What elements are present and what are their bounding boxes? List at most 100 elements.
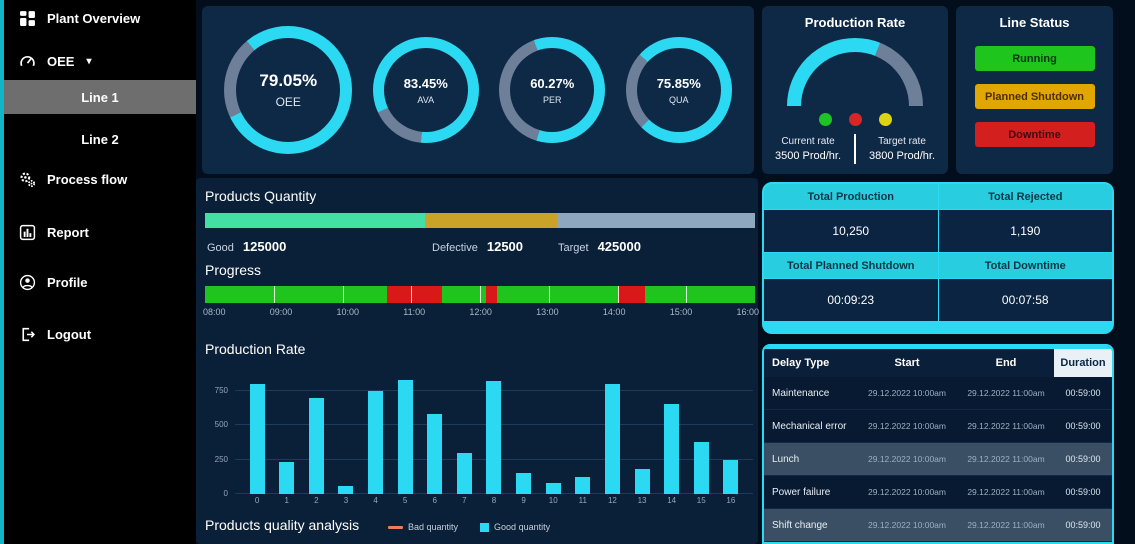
sidebar-item-label: Plant Overview [47, 10, 141, 26]
y-axis-label: 750 [214, 385, 228, 395]
rate-values: Current rate 3500 Prod/hr. Target rate 3… [762, 134, 948, 164]
target-rate: Target rate 3800 Prod/hr. [856, 136, 948, 162]
sidebar-item-line-2[interactable]: Line 2 [4, 122, 196, 156]
kpi-gauges-panel: 79.05% OEE 83.45% AVA 60.27% PER 75.85% … [202, 6, 754, 174]
stat-label: Defective [432, 242, 478, 254]
gauge-label: PER [542, 94, 562, 105]
total-rejected-value: 1,190 [938, 210, 1112, 252]
progress-segment-2 [441, 286, 486, 303]
red-light [848, 113, 862, 126]
delay-start-cell: 29.12.2022 10:00am [868, 454, 946, 464]
sidebar-item-line-1[interactable]: Line 1 [4, 80, 196, 114]
stat-label: Good [207, 242, 234, 254]
progress-timeline-bar [205, 286, 755, 303]
totals-accent-strip [764, 322, 1112, 332]
products-quantity-title: Products Quantity [205, 188, 317, 204]
sidebar-item-oee[interactable]: OEE ▾ [4, 45, 196, 77]
hour-tick [686, 286, 688, 303]
total-downtime-value: 00:07:58 [938, 279, 1112, 321]
logout-icon [18, 325, 36, 343]
hour-tick [548, 286, 550, 303]
production-rate-chart-title: Production Rate [205, 341, 306, 357]
x-axis-label: 14 [667, 496, 677, 505]
column-header-delay-type: Delay Type [772, 357, 830, 369]
panel-title: Production Rate [804, 15, 906, 30]
delay-type-cell: Shift change [772, 519, 828, 531]
time-label: 12:00 [469, 307, 492, 317]
sidebar-item-plant-overview[interactable]: Plant Overview [4, 2, 196, 34]
y-axis: 0 250 500 750 [205, 361, 233, 508]
planned-shutdown-status-button[interactable]: Planned Shutdown [974, 84, 1095, 109]
x-axis-label: 2 [314, 496, 319, 505]
divider [854, 134, 856, 164]
legend-item: Bad quantity [388, 522, 458, 532]
delay-end-cell: 29.12.2022 11:00am [967, 520, 1045, 530]
time-label: 15:00 [669, 307, 693, 317]
bars [235, 361, 753, 494]
delay-row: Lunch 29.12.2022 10:00am 29.12.2022 11:00a… [764, 443, 1112, 476]
legend-label: Good quantity [494, 522, 551, 532]
downtime-status-button[interactable]: Downtime [974, 122, 1095, 147]
dashboard-icon [18, 9, 36, 27]
delay-start-cell: 29.12.2022 10:00am [868, 388, 946, 398]
x-axis-label: 13 [637, 496, 647, 505]
delay-row: Maintenance 29.12.2022 10:00am 29.12.2022 … [764, 377, 1112, 410]
sidebar-item-profile[interactable]: Profile [4, 266, 196, 298]
yellow-light [878, 113, 892, 126]
delay-duration-cell: 00:59:00 [1065, 388, 1101, 398]
bar-x12 [604, 383, 620, 494]
delay-type-cell: Lunch [772, 453, 800, 465]
bar-x10 [545, 482, 561, 494]
total-production-value: 10,250 [764, 210, 938, 252]
progress-segment-0 [205, 286, 387, 303]
sidebar-item-process-flow[interactable]: Process flow [4, 163, 196, 195]
progress-segment-6 [645, 286, 755, 303]
delay-row: Mechanical error 29.12.2022 10:00am 29.12.… [764, 410, 1112, 443]
chevron-down-icon: ▾ [86, 55, 92, 67]
x-axis-label: 1 [284, 496, 289, 505]
totals-table: Total Production Total Rejected 10,250 1… [762, 182, 1114, 334]
y-axis-label: 500 [214, 420, 228, 430]
hour-tick [480, 286, 481, 303]
total-planned-shutdown-header: Total Planned Shutdown [764, 253, 938, 278]
gauge-value: 79.05% [259, 71, 318, 90]
bar-x11 [575, 477, 591, 494]
delay-duration-cell: 00:59:00 [1065, 421, 1101, 431]
current-rate-value: 3500 Prod/hr. [774, 150, 842, 162]
delay-start-cell: 29.12.2022 10:00am [868, 421, 946, 431]
performance-gauge: 60.27% PER [499, 37, 606, 143]
stat-label: Target [558, 242, 589, 254]
time-label: 09:00 [269, 307, 293, 317]
gauge-value: 75.85% [656, 75, 701, 91]
hour-tick [273, 286, 275, 303]
total-downtime-header: Total Downtime [938, 253, 1112, 278]
progress-segment-3 [485, 286, 497, 303]
column-header-end: End [995, 357, 1017, 369]
x-axis-label: 11 [578, 496, 587, 505]
x-axis-label: 3 [343, 496, 349, 505]
profile-icon [18, 273, 36, 291]
running-status-button[interactable]: Running [974, 46, 1095, 71]
time-label: 10:00 [336, 307, 360, 317]
legend-label: Bad quantity [408, 522, 459, 532]
bar-x1 [279, 462, 295, 494]
panel-title: Line Status [999, 15, 1070, 30]
delay-row: Shift change 29.12.2022 10:00am 29.12.2022… [764, 509, 1112, 542]
legend-swatch [388, 525, 403, 529]
delay-end-cell: 29.12.2022 11:00am [967, 388, 1045, 398]
x-axis-label: 4 [373, 496, 378, 505]
sidebar-item-report[interactable]: Report [4, 216, 196, 248]
stat-value: 125000 [242, 239, 287, 254]
bar-x7 [456, 452, 472, 494]
sidebar-item-label: OEE [47, 53, 75, 69]
gears-icon [18, 170, 36, 188]
progress-time-axis: 08:00 09:00 10:00 11:00 12:00 13:00 14:00 15:00… [203, 307, 759, 317]
bar-x0 [249, 383, 265, 494]
delay-table: Delay Type Start End Duration Maintenanc… [762, 344, 1114, 544]
gauge-value: 83.45% [403, 75, 448, 91]
progress-segment-1 [386, 286, 442, 303]
quantity-segment-good [205, 213, 425, 228]
sidebar-item-logout[interactable]: Logout [4, 318, 196, 350]
sidebar-item-label: Line 1 [81, 89, 119, 105]
